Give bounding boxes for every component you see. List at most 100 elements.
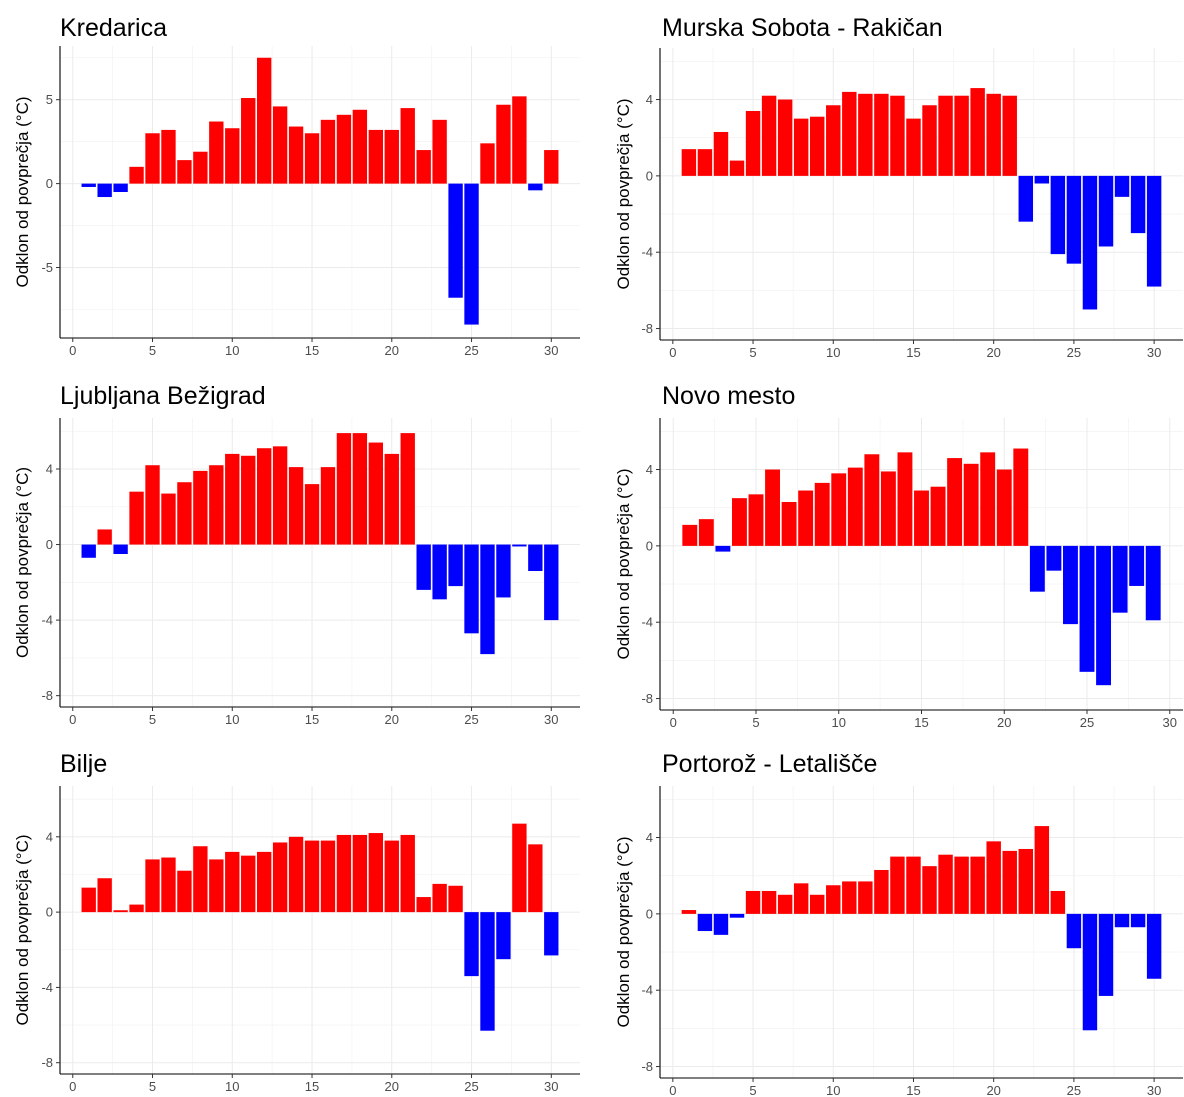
- bar-day-23: [1046, 545, 1062, 571]
- x-tick-label: 30: [1147, 345, 1161, 360]
- bar-day-21: [1002, 850, 1017, 914]
- bar-day-23: [432, 883, 447, 913]
- bar-day-13: [272, 842, 288, 913]
- bar-day-6: [761, 95, 777, 176]
- y-tick-label: 4: [646, 462, 653, 477]
- bar-day-22: [1018, 175, 1033, 222]
- bar-day-9: [810, 116, 825, 176]
- bar-day-5: [145, 465, 160, 545]
- bar-day-30: [544, 544, 559, 621]
- bar-day-30: [544, 150, 559, 184]
- bar-day-10: [225, 128, 240, 184]
- bar-day-9: [209, 121, 224, 184]
- bar-day-17: [938, 95, 953, 176]
- bar-day-29: [528, 844, 543, 913]
- chart-panel-2: Murska Sobota - Rakičan Odklon od povpreč…: [614, 14, 1183, 360]
- bar-day-3: [713, 913, 729, 935]
- x-tick-label: 0: [69, 1079, 76, 1094]
- bar-day-26: [480, 143, 495, 184]
- bar-day-22: [1018, 848, 1033, 914]
- bar-day-30: [1146, 913, 1162, 979]
- y-tick-label: 0: [646, 538, 653, 553]
- y-tick-label: -4: [41, 613, 53, 628]
- bar-day-20: [986, 93, 1001, 176]
- bar-day-10: [831, 473, 847, 546]
- bar-day-23: [432, 119, 447, 184]
- bar-day-24: [1050, 175, 1066, 255]
- bar-day-1: [81, 183, 96, 187]
- bar-day-10: [826, 885, 841, 914]
- bar-day-13: [272, 446, 288, 545]
- bar-day-24: [1063, 545, 1078, 625]
- bar-day-2: [697, 149, 713, 176]
- y-tick-label: -4: [41, 980, 53, 995]
- bar-day-19: [970, 88, 985, 176]
- bar-day-7: [177, 482, 192, 545]
- bar-day-20: [986, 841, 1001, 914]
- x-tick-label: 0: [69, 343, 76, 358]
- bar-day-3: [715, 545, 731, 552]
- y-tick-label: 0: [646, 906, 653, 921]
- bar-day-2: [698, 519, 714, 546]
- x-tick-label: 25: [1067, 1083, 1081, 1097]
- bar-day-2: [97, 878, 112, 913]
- bar-day-28: [512, 96, 527, 184]
- bar-day-5: [145, 133, 160, 184]
- bar-day-23: [1034, 175, 1050, 184]
- bar-day-22: [1029, 545, 1045, 592]
- x-tick-label: 20: [385, 1079, 399, 1094]
- bar-day-19: [368, 833, 384, 913]
- x-tick-label: 20: [385, 712, 399, 727]
- y-axis-label: Odklon od povprečja (°C): [13, 96, 32, 287]
- bar-day-11: [842, 91, 857, 176]
- bar-day-6: [161, 493, 176, 545]
- bar-day-29: [528, 544, 543, 571]
- x-tick-label: 10: [225, 712, 239, 727]
- bar-day-29: [1145, 545, 1161, 621]
- bar-day-14: [288, 836, 304, 913]
- chart-panel-1: Kredarica Odklon od povprečja (°C) 0 5 10 15 2…: [13, 14, 580, 358]
- x-tick-label: 0: [670, 715, 677, 730]
- y-tick-label: 0: [646, 168, 653, 183]
- bar-day-3: [113, 910, 128, 913]
- x-tick-label: 20: [385, 343, 399, 358]
- x-tick-label: 5: [149, 712, 156, 727]
- bar-day-14: [890, 95, 905, 176]
- bar-day-19: [980, 452, 996, 546]
- bar-day-7: [777, 894, 793, 914]
- bar-day-9: [814, 482, 830, 546]
- bar-day-27: [1098, 913, 1114, 996]
- bar-day-13: [272, 106, 288, 184]
- bar-day-4: [129, 904, 144, 913]
- bar-day-5: [745, 110, 761, 176]
- bar-day-15: [304, 484, 320, 545]
- bar-day-9: [810, 894, 825, 914]
- bar-day-3: [113, 544, 128, 554]
- bar-day-25: [464, 912, 479, 977]
- y-tick-label: -8: [641, 691, 653, 706]
- bar-day-22: [416, 897, 431, 913]
- y-axis-label: Odklon od povprečja (°C): [614, 836, 633, 1027]
- bar-day-2: [97, 529, 112, 545]
- bar-day-26: [1082, 175, 1098, 310]
- bar-day-1: [682, 524, 698, 546]
- bar-day-28: [1114, 913, 1130, 928]
- bar-day-26: [480, 544, 495, 655]
- chart-title: Bilje: [60, 750, 107, 778]
- x-tick-label: 30: [544, 1079, 558, 1094]
- bar-day-6: [161, 129, 176, 184]
- bar-day-17: [938, 854, 953, 914]
- bar-day-25: [464, 183, 479, 325]
- bar-day-8: [798, 490, 814, 546]
- bar-day-8: [793, 118, 809, 176]
- bar-day-4: [729, 160, 745, 176]
- bar-day-20: [384, 129, 399, 184]
- bar-day-10: [225, 851, 240, 913]
- bar-day-6: [765, 469, 780, 546]
- bar-day-9: [209, 465, 224, 545]
- bar-day-26: [1096, 545, 1112, 686]
- bar-day-18: [352, 109, 368, 184]
- bar-day-1: [681, 149, 697, 176]
- chart-title: Kredarica: [60, 14, 167, 42]
